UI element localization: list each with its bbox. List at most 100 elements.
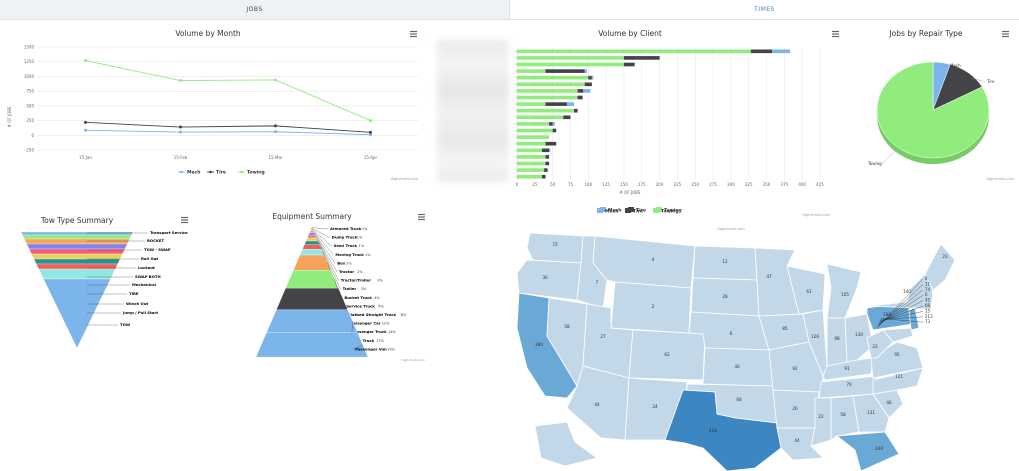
pyramid-segment	[276, 288, 348, 310]
data-point	[84, 120, 87, 124]
state-or[interactable]	[516, 259, 582, 301]
state-ny[interactable]	[868, 273, 934, 311]
funnel-label-name: TOW	[120, 322, 131, 327]
jobs-by-repair-type-chart: Jobs by Repair Type Mech Tire Towing Highc…	[867, 29, 1015, 181]
funnel-segment	[33, 258, 121, 265]
x-tick-label: 300	[727, 182, 735, 187]
map-value-label-ky: 91	[844, 366, 850, 371]
map-value-label-wv: 23	[872, 344, 878, 349]
bar-towing	[517, 89, 578, 93]
pyramid-segment	[307, 235, 317, 238]
state-in[interactable]	[826, 317, 848, 367]
state-new-england[interactable]	[924, 243, 956, 291]
bar-towing	[517, 108, 575, 113]
data-point	[274, 78, 277, 82]
bar-tire	[552, 128, 557, 133]
funnel-segment	[36, 263, 118, 270]
pyramid-label-pct: 3%	[377, 279, 383, 283]
menu-button[interactable]	[410, 30, 417, 38]
menu-button[interactable]	[418, 213, 425, 221]
y-axis-label: # OF JOBS	[7, 106, 12, 127]
tab-times[interactable]: TIMES	[754, 6, 775, 13]
bar-towing	[517, 49, 751, 54]
state-ms[interactable]	[810, 397, 832, 447]
pie-label: Tire	[986, 79, 995, 84]
menu-button[interactable]	[832, 30, 839, 38]
menu-button[interactable]	[1002, 30, 1009, 38]
funnel-segment	[22, 234, 132, 240]
volume-by-client-chart: Volume by Client 0 25 50 75 100 125 150 175 200 2…	[514, 29, 839, 217]
map-value-label-mi: 105	[841, 292, 849, 297]
pyramid-segment	[310, 228, 314, 230]
pyramid-segment	[309, 230, 315, 233]
x-tick-label: 0	[516, 182, 519, 187]
pyramid-label-name: Box Truck	[353, 338, 374, 343]
y-tick-label: 750	[26, 89, 34, 94]
x-tick-label: 275	[709, 182, 717, 187]
map-value-label-nv: 58	[564, 324, 570, 329]
state-tx[interactable]	[664, 389, 782, 471]
legend-item: Towing	[247, 170, 265, 176]
pyramid-segment	[299, 249, 325, 256]
chart-credit: Highcharts.com	[390, 177, 418, 181]
bar-tire	[577, 89, 584, 93]
funnel-segment	[20, 231, 134, 236]
map-value-label-va: 95	[894, 352, 900, 357]
data-point	[84, 128, 87, 132]
series-line-tire	[85, 121, 371, 133]
legend-swatch	[625, 208, 631, 213]
chart-credit: Highcharts.com	[401, 358, 425, 362]
pyramid-label-pct: 1%	[359, 244, 365, 248]
pyramid-label-pct: 2%	[357, 270, 363, 274]
tab-bar: JOBS TIMES	[0, 0, 1019, 20]
y-tick-label: 0	[31, 133, 34, 138]
callout-label: 6	[925, 292, 928, 297]
map-value-label-ia: 85	[782, 326, 788, 331]
bar-towing	[517, 174, 542, 179]
x-tick-label: 250	[691, 182, 699, 187]
bar-towing	[517, 168, 545, 172]
bar-tire	[623, 56, 660, 60]
state-wv[interactable]	[866, 329, 894, 359]
state-md[interactable]	[882, 327, 914, 343]
bar-mech	[552, 122, 555, 126]
bar-tire	[577, 95, 583, 100]
state-ga[interactable]	[852, 393, 890, 433]
state-nj[interactable]	[908, 307, 920, 331]
callout-label: 213	[925, 314, 933, 319]
menu-button[interactable]	[181, 216, 188, 224]
bar-towing	[517, 155, 546, 159]
map-value-label-or: 30	[542, 275, 548, 280]
pyramid-label-pct: 8%	[401, 313, 407, 317]
state-wa[interactable]	[526, 232, 584, 264]
data-point	[274, 130, 277, 134]
funnel-label-name: Transport Service	[150, 230, 188, 235]
map-value-label-nc: 121	[895, 374, 903, 379]
state-ak[interactable]	[534, 421, 598, 467]
bar-tire	[549, 122, 553, 126]
map-value-label-tx: 416	[709, 428, 717, 433]
state-ky[interactable]	[822, 357, 874, 381]
state-al[interactable]	[830, 395, 860, 441]
pyramid-label-pct: 1%	[362, 227, 368, 231]
pyramid-label-pct: 19%	[387, 347, 395, 351]
callout-label: 11	[925, 281, 931, 286]
funnel-label-name: TIRE	[129, 291, 139, 296]
state-oh[interactable]	[844, 313, 874, 363]
state-mt[interactable]	[592, 235, 696, 289]
chart-title: Jobs by Repair Type	[888, 29, 962, 38]
bar-towing	[517, 102, 546, 106]
funnel-label-name: TOW - SWAP	[144, 247, 171, 252]
state-fl[interactable]	[835, 431, 900, 471]
pyramid-label-pct: 14%	[388, 330, 396, 334]
callout-label: 73	[925, 319, 931, 324]
pyramid-label-name: Armored Truck	[330, 226, 362, 231]
series-line-mech	[85, 129, 371, 136]
x-tick-label: 150	[620, 182, 628, 187]
bar-tire	[574, 108, 578, 113]
chart-credit: Highcharts.com	[802, 213, 830, 217]
funnel-segment	[31, 253, 123, 260]
tab-jobs[interactable]: JOBS	[0, 0, 510, 19]
bar-towing	[517, 148, 542, 153]
state-mi[interactable]	[826, 263, 862, 319]
